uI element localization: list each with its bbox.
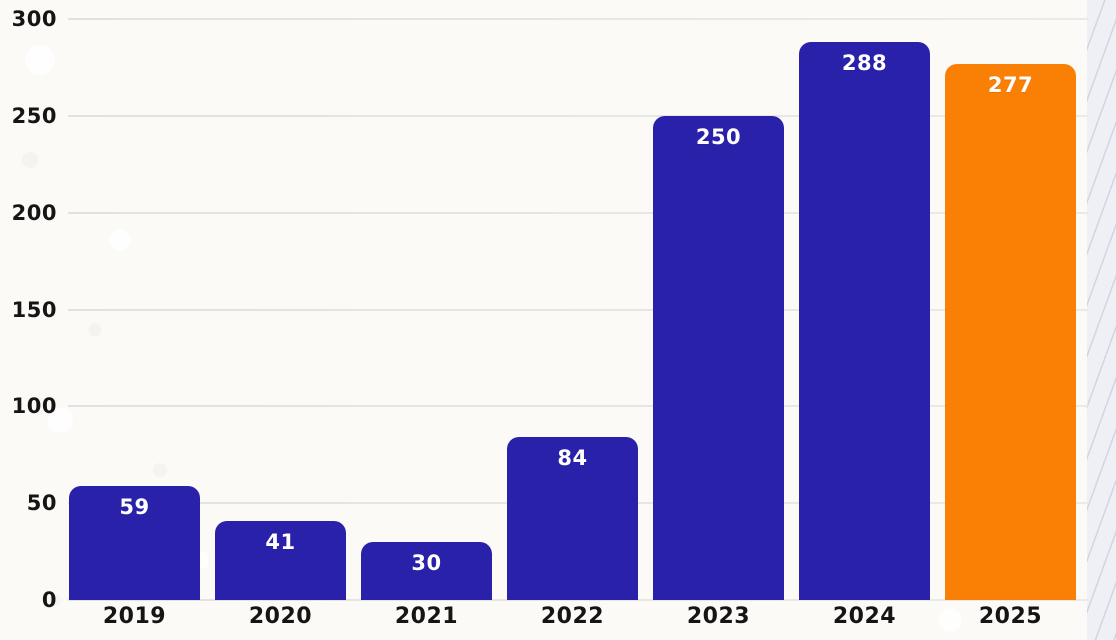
bar-value-label: 250 <box>695 125 742 149</box>
x-axis-tick-label: 2024 <box>832 604 897 629</box>
y-axis-tick-label: 50 <box>26 491 57 516</box>
bar-value-label: 288 <box>841 51 888 75</box>
y-axis-tick-label: 250 <box>11 103 57 128</box>
bar-2020: 41 <box>215 521 346 600</box>
x-axis-tick-label: 2025 <box>978 604 1043 629</box>
y-axis-tick-label: 200 <box>11 200 57 225</box>
y-axis-tick-label: 100 <box>11 394 57 419</box>
bar-value-label: 59 <box>119 495 150 519</box>
bar-2021: 30 <box>361 542 492 600</box>
bar-2023: 250 <box>653 116 784 600</box>
bar-2019: 59 <box>69 486 200 600</box>
gridline-250 <box>68 114 1088 117</box>
bar-value-label: 30 <box>411 551 442 575</box>
bar-2025: 277 <box>945 64 1076 600</box>
y-axis-tick-label: 0 <box>41 588 57 612</box>
bar-value-label: 84 <box>557 446 588 470</box>
x-axis-tick-label: 2022 <box>540 604 605 629</box>
gridline-300 <box>68 18 1088 20</box>
x-axis-tick-label: 2023 <box>686 604 751 629</box>
gridline-100 <box>68 405 1088 408</box>
x-axis-tick-label: 2019 <box>102 604 167 629</box>
background-diagonal-pattern <box>1087 0 1116 640</box>
x-axis-tick-label: 2020 <box>248 604 313 629</box>
gridline-150 <box>68 308 1088 311</box>
bar-value-label: 41 <box>265 530 296 554</box>
bar-2024: 288 <box>799 42 930 600</box>
y-axis-tick-label: 150 <box>11 297 57 322</box>
gridline-0 <box>68 599 1088 601</box>
bar-value-label: 277 <box>987 73 1034 97</box>
y-axis-tick-label: 300 <box>11 7 57 31</box>
x-axis-tick-label: 2021 <box>394 604 459 629</box>
gridline-200 <box>68 211 1088 214</box>
bar-2022: 84 <box>507 437 638 600</box>
